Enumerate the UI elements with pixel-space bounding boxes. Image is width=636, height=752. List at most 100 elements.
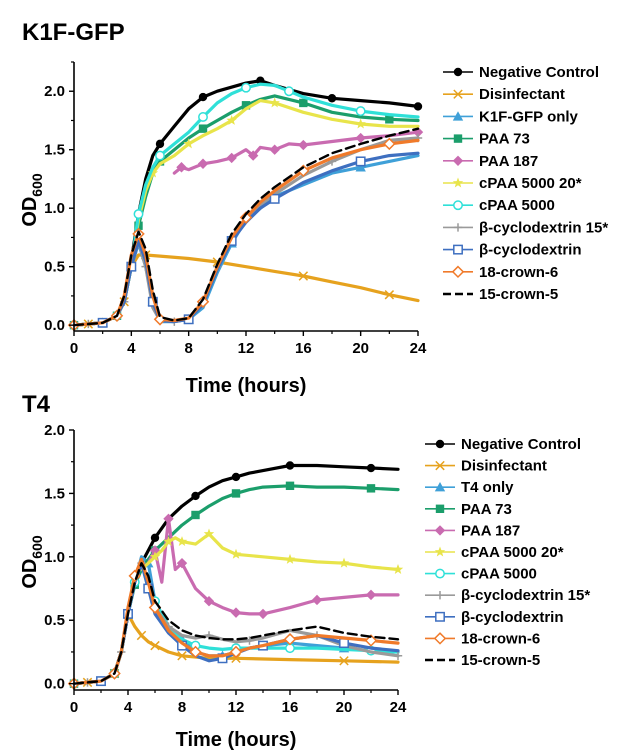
legend: Negative Control Disinfectant K1F-GFP only… [443, 64, 608, 303]
plot-area [67, 461, 404, 690]
y-tick-label: 2.0 [44, 422, 65, 439]
legend-label: 15-crown-5 [479, 286, 558, 303]
series-15-crown-5 [72, 127, 420, 327]
legend-marker [453, 67, 463, 77]
legend-label: PAA 73 [461, 501, 512, 518]
legend-marker [435, 611, 445, 622]
y-tick-label: 1.5 [44, 485, 65, 502]
legend-item-disinfectant: Disinfectant [425, 458, 547, 475]
legend-label: β-cyclodextrin [461, 609, 564, 626]
legend-label: PAA 73 [479, 131, 530, 148]
y-axis-label: OD600 [19, 173, 45, 227]
series-line [72, 557, 400, 686]
series-point [327, 94, 337, 103]
legend-item-k1f-gfp-only: K1F-GFP only [443, 108, 579, 125]
series-point [230, 607, 242, 618]
series-point [257, 608, 269, 620]
series-point [231, 472, 241, 482]
x-tick-label: 16 [295, 340, 312, 357]
legend-label: 18-crown-6 [461, 630, 540, 647]
legend-label: PAA 187 [461, 522, 520, 539]
legend-label: T4 only [461, 479, 514, 496]
legend-label: β-cyclodextrin [479, 242, 582, 259]
x-tick-label: 8 [184, 340, 192, 357]
y-axis-label-main: OD [19, 559, 41, 589]
legend-marker [453, 134, 463, 143]
legend-item-18-crown-6: 18-crown-6 [425, 630, 540, 647]
x-tick-label: 24 [390, 699, 407, 716]
series-point [383, 137, 396, 151]
x-tick-label: 4 [127, 340, 136, 357]
series-point [198, 124, 208, 133]
legend-item-cpaa-5000: cPAA 5000 [425, 566, 537, 583]
series-point [230, 548, 242, 559]
x-tick-label: 12 [228, 699, 245, 716]
series-point [366, 484, 376, 493]
series-line [72, 561, 400, 686]
series-point [241, 82, 251, 93]
series-point [385, 115, 394, 124]
series-point [198, 92, 208, 102]
x-tick-label: 0 [70, 340, 78, 357]
series-point [203, 596, 215, 607]
x-tick-label: 20 [352, 340, 369, 357]
series-beta-cyclodextrin [72, 561, 400, 687]
series-cpaa-5000-20 [139, 528, 404, 574]
series-line [72, 555, 400, 686]
chart-title: T4 [22, 391, 51, 418]
series-point [269, 97, 280, 108]
series-line [72, 561, 400, 686]
chart-title: K1F-GFP [22, 19, 125, 46]
legend-marker [434, 482, 446, 492]
legend-item-beta-cyclodextrin-15: β-cyclodextrin 15* [425, 587, 590, 604]
legend-label: cPAA 5000 [461, 566, 537, 583]
series-beta-cyclodextrin [72, 151, 420, 328]
y-tick-label: 0.0 [44, 317, 65, 334]
series-point [191, 510, 200, 520]
legend-label: 18-crown-6 [479, 264, 558, 281]
series-point [299, 98, 308, 108]
series-point [163, 513, 174, 524]
series-point [269, 193, 280, 204]
series-point [366, 463, 376, 473]
series-paa-187 [172, 126, 424, 175]
legend-item-15-crown-5: 15-crown-5 [443, 286, 558, 303]
series-point [339, 638, 349, 649]
series-point [149, 551, 161, 562]
x-axis-label: Time (hours) [186, 375, 307, 397]
series-line [172, 130, 420, 175]
y-tick-label: 0.0 [44, 676, 65, 693]
y-axis-label-main: OD [19, 197, 41, 227]
series-point [136, 630, 147, 641]
series-point [364, 634, 378, 647]
legend-label: K1F-GFP only [479, 108, 579, 125]
legend-item-beta-cyclodextrin-15: β-cyclodextrin 15* [443, 219, 608, 236]
series-point [365, 589, 377, 601]
legend-item-paa-73: PAA 73 [443, 131, 530, 148]
y-axis-label-subscript: 600 [29, 535, 45, 559]
x-tick-label: 12 [238, 340, 255, 357]
series-point [133, 209, 144, 219]
series-point [247, 150, 259, 161]
legend-marker [434, 525, 446, 536]
series-line [72, 561, 400, 686]
series-point [384, 290, 395, 300]
series-point [355, 118, 366, 129]
legend-item-15-crown-5: 15-crown-5 [425, 652, 540, 669]
series-point [284, 553, 296, 564]
series-point [226, 114, 237, 125]
series-point [285, 481, 295, 491]
series-point [284, 86, 294, 97]
legend-item-t4-only: T4 only [425, 479, 514, 496]
series-point [198, 112, 208, 122]
legend-label: Negative Control [479, 64, 599, 81]
series-point [197, 158, 209, 169]
legend-item-paa-187: PAA 187 [425, 522, 520, 539]
series-point [189, 645, 202, 659]
x-tick-label: 8 [178, 699, 186, 716]
x-tick-label: 0 [70, 699, 78, 716]
series-point [150, 533, 160, 543]
legend-marker [452, 111, 464, 121]
series-point [150, 640, 160, 651]
legend-item-paa-187: PAA 187 [443, 153, 538, 170]
